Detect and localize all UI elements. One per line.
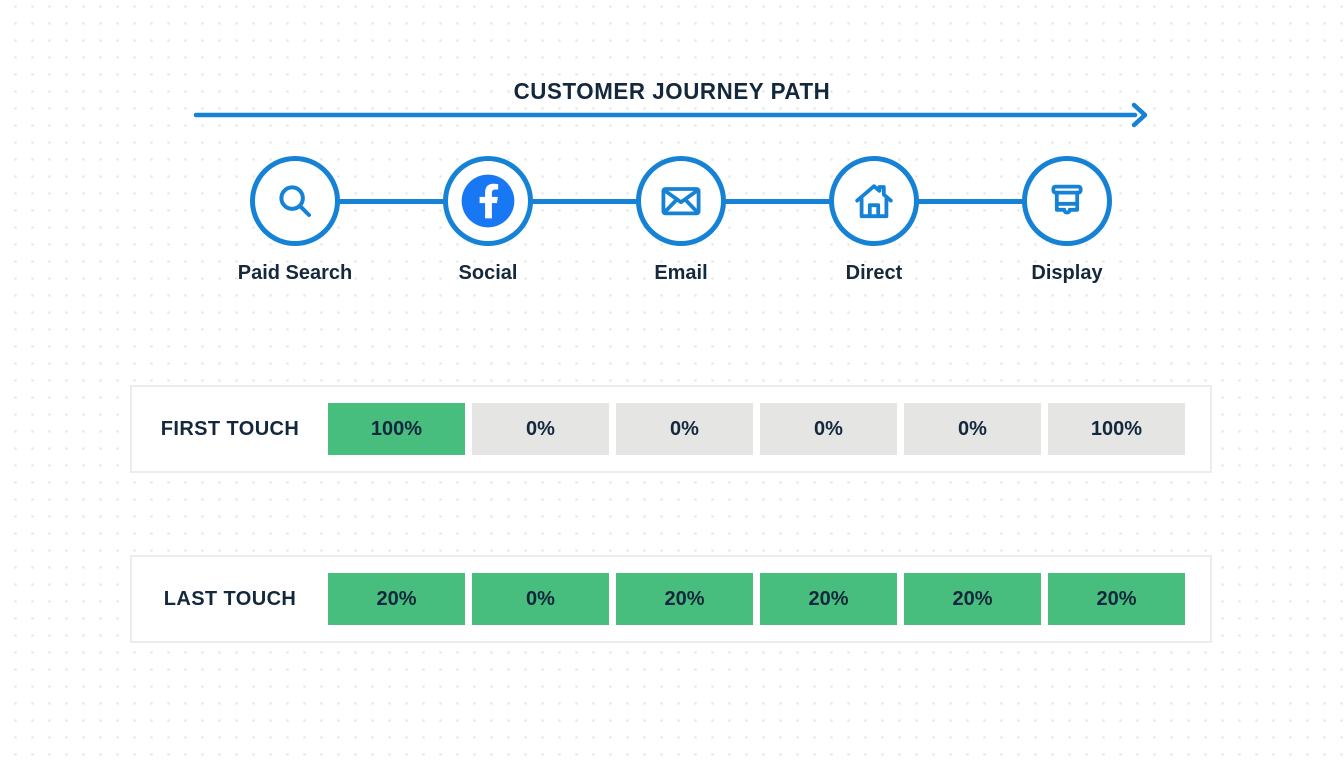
last-touch-panel: LAST TOUCH 20% 0% 20% 20% 20% 20% — [130, 555, 1212, 643]
channel-label-direct: Direct — [845, 262, 903, 284]
attribution-cell: 0% — [616, 403, 753, 455]
channel-label-email: Email — [654, 262, 708, 284]
attribution-cell: 100% — [1048, 403, 1185, 455]
search-icon — [250, 156, 340, 246]
email-icon — [636, 156, 726, 246]
first-touch-label: FIRST TOUCH — [160, 417, 300, 440]
first-touch-cells: 100% 0% 0% 0% 0% 100% — [328, 403, 1185, 455]
channel-label-display: Display — [1031, 262, 1103, 284]
attribution-cell: 0% — [904, 403, 1041, 455]
attribution-cell: 20% — [616, 573, 753, 625]
journey-node-direct: Direct — [784, 156, 964, 285]
attribution-cell: 20% — [328, 573, 465, 625]
last-touch-label: LAST TOUCH — [163, 587, 297, 610]
attribution-cell: 100% — [328, 403, 465, 455]
page-title: CUSTOMER JOURNEY PATH — [513, 78, 831, 104]
journey-node-social: Social — [398, 156, 578, 285]
attribution-cell: 0% — [760, 403, 897, 455]
journey-node-email: Email — [591, 156, 771, 285]
channel-label-paid-search: Paid Search — [237, 262, 353, 284]
attribution-cell: 20% — [904, 573, 1041, 625]
attribution-cell: 20% — [760, 573, 897, 625]
attribution-cell: 0% — [472, 573, 609, 625]
attribution-cell: 20% — [1048, 573, 1185, 625]
display-icon — [1022, 156, 1112, 246]
facebook-icon — [443, 156, 533, 246]
last-touch-cells: 20% 0% 20% 20% 20% 20% — [328, 573, 1185, 625]
journey-node-paid-search: Paid Search — [205, 156, 385, 285]
journey-node-display: Display — [977, 156, 1157, 285]
attribution-cell: 0% — [472, 403, 609, 455]
journey-direction-arrow — [193, 102, 1148, 128]
first-touch-panel: FIRST TOUCH 100% 0% 0% 0% 0% 100% — [130, 385, 1212, 473]
channel-label-social: Social — [458, 262, 518, 284]
home-icon — [829, 156, 919, 246]
